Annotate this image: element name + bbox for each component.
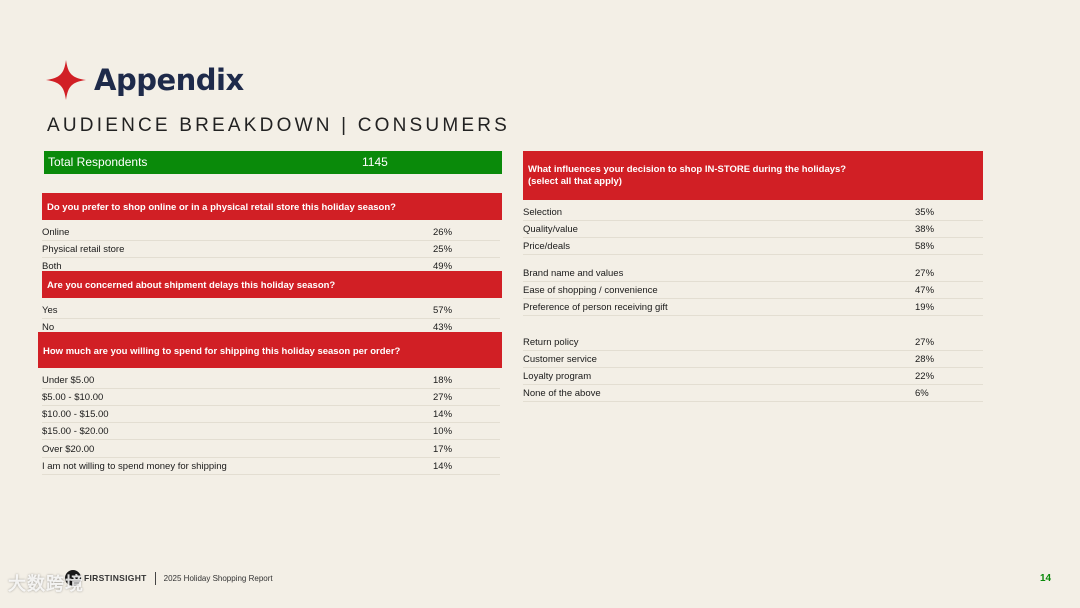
table-row: Loyalty program 22%: [523, 368, 983, 385]
total-respondents-value: 1145: [362, 155, 388, 169]
answer-label: Ease of shopping / convenience: [523, 285, 658, 296]
question-subtext: (select all that apply): [528, 176, 622, 187]
answer-pct: 18%: [433, 375, 453, 386]
table-row: $15.00 - $20.00 10%: [42, 423, 500, 440]
answer-label: Online: [42, 227, 70, 238]
answer-pct: 19%: [915, 302, 935, 313]
answer-label: Over $20.00: [42, 444, 95, 455]
answer-pct: 28%: [915, 354, 935, 365]
answer-pct: 27%: [915, 337, 935, 348]
table-row: Under $5.00 18%: [42, 372, 500, 389]
answer-pct: 47%: [915, 285, 935, 296]
answer-pct: 49%: [433, 261, 453, 272]
question-box: How much are you willing to spend for sh…: [38, 332, 502, 368]
table-row: Price/deals 58%: [523, 238, 983, 255]
title-block: Appendix: [44, 58, 244, 102]
question-text: Do you prefer to shop online or in a phy…: [47, 202, 396, 213]
answer-pct: 14%: [433, 409, 453, 420]
answer-pct: 10%: [433, 426, 453, 437]
table-row: Customer service 28%: [523, 351, 983, 368]
watermark: 大数跨境: [8, 574, 84, 594]
answer-label: Under $5.00: [42, 375, 95, 386]
answer-pct: 17%: [433, 444, 453, 455]
total-respondents-label: Total Respondents: [48, 155, 148, 169]
answer-pct: 38%: [915, 224, 935, 235]
question-text: What influences your decision to shop IN…: [528, 164, 847, 175]
answer-label: Loyalty program: [523, 371, 592, 382]
star-icon: [46, 60, 86, 100]
question-box: What influences your decision to shop IN…: [523, 151, 983, 200]
report-name: 2025 Holiday Shopping Report: [163, 573, 273, 583]
answer-pct: 27%: [433, 392, 453, 403]
brand-name: FIRSTINSIGHT: [84, 573, 147, 583]
brand-logo-icon: [65, 570, 81, 586]
table-row: None of the above 6%: [523, 385, 983, 402]
answer-label: $5.00 - $10.00: [42, 392, 104, 403]
brand-logo: FIRSTINSIGHT: [65, 570, 147, 586]
table-row: Over $20.00 17%: [42, 441, 500, 458]
page-title: Appendix: [94, 63, 244, 97]
answer-pct: 35%: [915, 207, 935, 218]
question-text: How much are you willing to spend for sh…: [43, 346, 401, 357]
footer-divider: [154, 571, 156, 585]
table-row: $10.00 - $15.00 14%: [42, 406, 500, 423]
table-row: $5.00 - $10.00 27%: [42, 389, 500, 406]
answer-label: Price/deals: [523, 241, 570, 252]
table-row: Quality/value 38%: [523, 221, 983, 238]
answer-pct: 6%: [915, 388, 929, 399]
table-row: Return policy 27%: [523, 334, 983, 351]
total-respondents-bar: Total Respondents 1145: [44, 151, 502, 174]
answer-label: Selection: [523, 207, 563, 218]
table-row: Online 26%: [42, 224, 500, 241]
answer-label: Yes: [42, 305, 58, 316]
table-row: Preference of person receiving gift 19%: [523, 299, 983, 316]
table-row: Physical retail store 25%: [42, 241, 500, 258]
table-row: Selection 35%: [523, 204, 983, 221]
answer-pct: 43%: [433, 322, 453, 333]
answer-label: Customer service: [523, 354, 597, 365]
answer-label: $15.00 - $20.00: [42, 426, 109, 437]
answer-label: Return policy: [523, 337, 579, 348]
answer-pct: 58%: [915, 241, 935, 252]
answer-pct: 22%: [915, 371, 935, 382]
answer-label: None of the above: [523, 388, 601, 399]
answer-label: Quality/value: [523, 224, 578, 235]
answer-pct: 25%: [433, 244, 453, 255]
answer-label: I am not willing to spend money for ship…: [42, 461, 227, 472]
answer-pct: 26%: [433, 227, 453, 238]
answer-pct: 57%: [433, 305, 453, 316]
table-row: Brand name and values 27%: [523, 265, 983, 282]
page-subtitle: AUDIENCE BREAKDOWN | CONSUMERS: [47, 115, 511, 136]
answer-label: $10.00 - $15.00: [42, 409, 109, 420]
table-row: I am not willing to spend money for ship…: [42, 458, 500, 475]
page-number: 14: [1040, 573, 1052, 584]
answer-label: Brand name and values: [523, 268, 624, 279]
answer-label: Preference of person receiving gift: [523, 302, 668, 313]
answer-label: Physical retail store: [42, 244, 125, 255]
answer-pct: 27%: [915, 268, 935, 279]
table-row: Ease of shopping / convenience 47%: [523, 282, 983, 299]
table-row: Yes 57%: [42, 302, 500, 319]
answer-label: No: [42, 322, 55, 333]
question-text: Are you concerned about shipment delays …: [47, 280, 336, 291]
question-box: Do you prefer to shop online or in a phy…: [42, 193, 502, 220]
footer: FIRSTINSIGHT 2025 Holiday Shopping Repor…: [65, 570, 273, 586]
answer-label: Both: [42, 261, 62, 272]
question-box: Are you concerned about shipment delays …: [42, 271, 502, 298]
answer-pct: 14%: [433, 461, 453, 472]
